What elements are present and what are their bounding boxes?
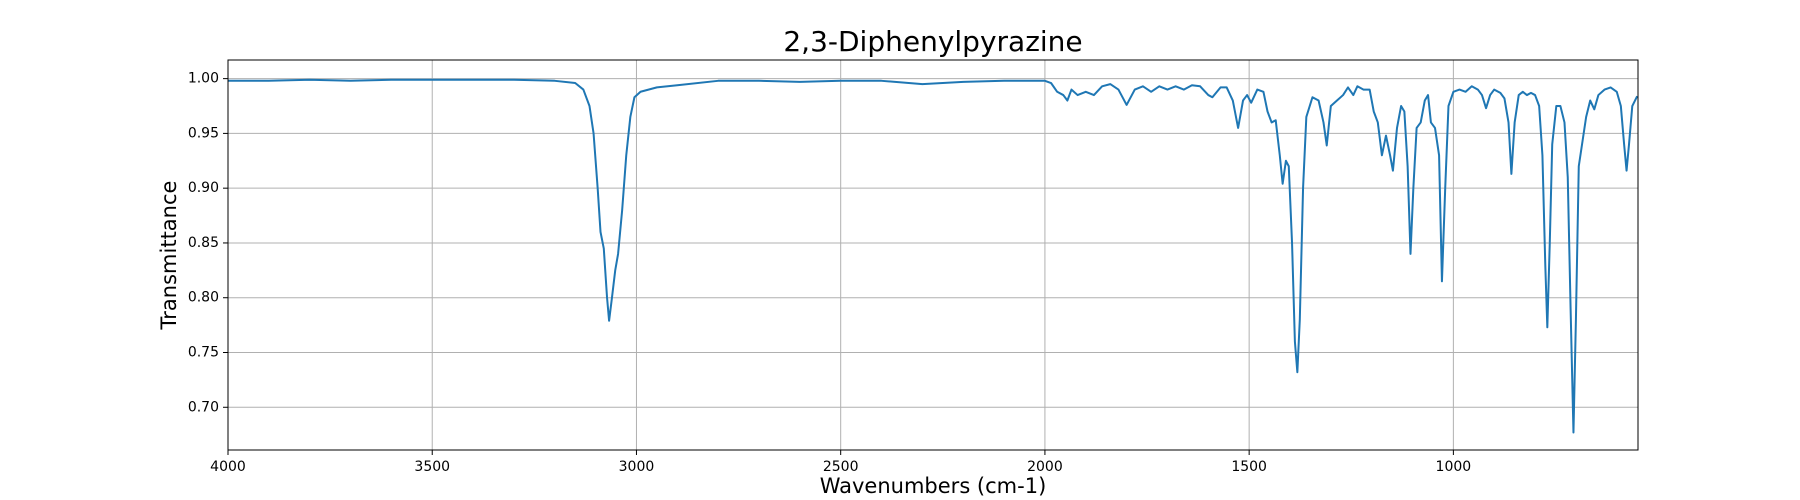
chart-title: 2,3-Diphenylpyrazine [783,25,1082,58]
y-tick-label: 0.80 [188,290,219,306]
y-tick-label: 0.90 [188,180,219,196]
y-tick-label: 0.70 [188,399,219,415]
y-axis-label: Transmittance [157,181,181,331]
x-tick-label: 3500 [414,459,450,475]
y-tick-label: 0.95 [188,125,219,141]
x-tick-label: 4000 [210,459,246,475]
y-tick-label: 0.75 [188,345,219,361]
plot-frame [227,59,1639,451]
y-tick-label: 1.00 [188,71,219,87]
y-tick-label: 0.85 [188,235,219,251]
x-tick-label: 2500 [823,459,859,475]
x-tick-label: 1000 [1436,459,1472,475]
x-tick-label: 2000 [1027,459,1063,475]
spectrum-line [228,78,1639,434]
x-axis-label: Wavenumbers (cm-1) [820,474,1047,498]
x-tick-label: 1500 [1231,459,1267,475]
x-tick-label: 3000 [619,459,655,475]
